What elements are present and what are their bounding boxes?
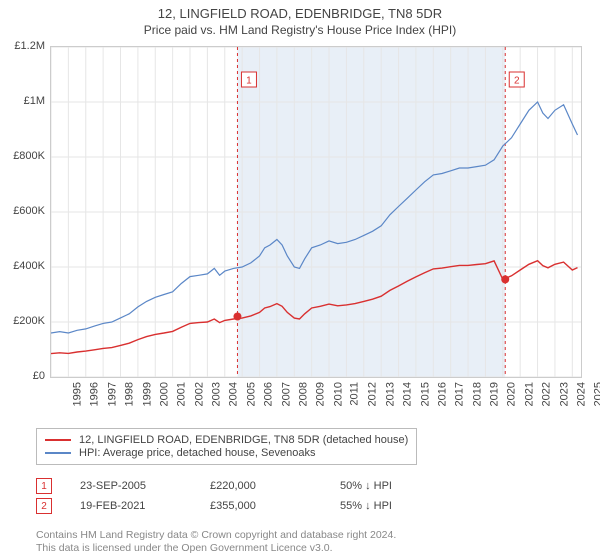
x-tick-label: 2010 <box>332 382 344 406</box>
y-tick-label: £400K <box>13 260 45 272</box>
x-tick-label: 2017 <box>454 382 466 406</box>
legend-label-hpi: HPI: Average price, detached house, Seve… <box>79 447 315 459</box>
x-tick-label: 1995 <box>71 382 83 406</box>
transaction-price: £220,000 <box>210 480 340 492</box>
x-tick-label: 2006 <box>263 382 275 406</box>
x-tick-label: 1996 <box>89 382 101 406</box>
footer: Contains HM Land Registry data © Crown c… <box>36 529 396 556</box>
x-tick-label: 2001 <box>176 382 188 406</box>
x-tick-label: 2012 <box>367 382 379 406</box>
x-tick-label: 1997 <box>106 382 118 406</box>
transaction-num: 2 <box>41 501 47 512</box>
x-tick-label: 1999 <box>141 382 153 406</box>
legend-swatch-price <box>45 439 71 441</box>
x-tick-label: 2002 <box>193 382 205 406</box>
x-tick-label: 2013 <box>384 382 396 406</box>
title-area: 12, LINGFIELD ROAD, EDENBRIDGE, TN8 5DR … <box>0 0 600 37</box>
x-tick-label: 2003 <box>211 382 223 406</box>
y-tick-label: £600K <box>13 205 45 217</box>
transaction-pct: 50% ↓ HPI <box>340 480 470 492</box>
x-tick-label: 2021 <box>523 382 535 406</box>
x-tick-label: 2020 <box>506 382 518 406</box>
legend-label-price: 12, LINGFIELD ROAD, EDENBRIDGE, TN8 5DR … <box>79 434 408 446</box>
svg-text:2: 2 <box>514 76 520 87</box>
x-tick-label: 2000 <box>158 382 170 406</box>
transaction-num: 1 <box>41 481 47 492</box>
x-tick-label: 2019 <box>489 382 501 406</box>
x-tick-label: 2025 <box>593 382 600 406</box>
x-tick-label: 2018 <box>471 382 483 406</box>
transaction-date: 23-SEP-2005 <box>80 480 210 492</box>
y-tick-label: £1.2M <box>14 40 45 52</box>
chart-container: 12, LINGFIELD ROAD, EDENBRIDGE, TN8 5DR … <box>0 0 600 560</box>
x-tick-label: 2004 <box>228 382 240 406</box>
x-tick-label: 2022 <box>541 382 553 406</box>
transactions-block: 1 23-SEP-2005 £220,000 50% ↓ HPI 2 19-FE… <box>36 474 470 518</box>
x-tick-label: 2009 <box>315 382 327 406</box>
y-tick-label: £200K <box>13 315 45 327</box>
x-tick-label: 2008 <box>297 382 309 406</box>
footer-line-2: This data is licensed under the Open Gov… <box>36 542 396 556</box>
x-tick-label: 1998 <box>124 382 136 406</box>
transaction-pct: 55% ↓ HPI <box>340 500 470 512</box>
transaction-row: 2 19-FEB-2021 £355,000 55% ↓ HPI <box>36 498 470 514</box>
x-tick-label: 2011 <box>349 382 361 406</box>
chart-title: 12, LINGFIELD ROAD, EDENBRIDGE, TN8 5DR <box>0 6 600 21</box>
x-tick-label: 2015 <box>419 382 431 406</box>
x-tick-label: 2016 <box>436 382 448 406</box>
y-tick-label: £0 <box>33 370 45 382</box>
chart-subtitle: Price paid vs. HM Land Registry's House … <box>0 23 600 37</box>
x-tick-label: 2014 <box>402 382 414 406</box>
transaction-price: £355,000 <box>210 500 340 512</box>
transaction-marker-2: 2 <box>36 498 52 514</box>
x-tick-label: 2024 <box>575 382 587 406</box>
plot-area: 12 <box>50 46 582 378</box>
x-tick-label: 2023 <box>558 382 570 406</box>
legend-item-hpi: HPI: Average price, detached house, Seve… <box>45 447 408 459</box>
legend: 12, LINGFIELD ROAD, EDENBRIDGE, TN8 5DR … <box>36 428 417 465</box>
transaction-date: 19-FEB-2021 <box>80 500 210 512</box>
transaction-row: 1 23-SEP-2005 £220,000 50% ↓ HPI <box>36 478 470 494</box>
y-tick-label: £800K <box>13 150 45 162</box>
x-tick-label: 2005 <box>245 382 257 406</box>
y-tick-label: £1M <box>24 95 45 107</box>
x-tick-label: 2007 <box>280 382 292 406</box>
svg-text:1: 1 <box>246 76 252 87</box>
chart-svg: 12 <box>51 47 581 377</box>
legend-item-price: 12, LINGFIELD ROAD, EDENBRIDGE, TN8 5DR … <box>45 434 408 446</box>
footer-line-1: Contains HM Land Registry data © Crown c… <box>36 529 396 543</box>
legend-swatch-hpi <box>45 452 71 454</box>
transaction-marker-1: 1 <box>36 478 52 494</box>
